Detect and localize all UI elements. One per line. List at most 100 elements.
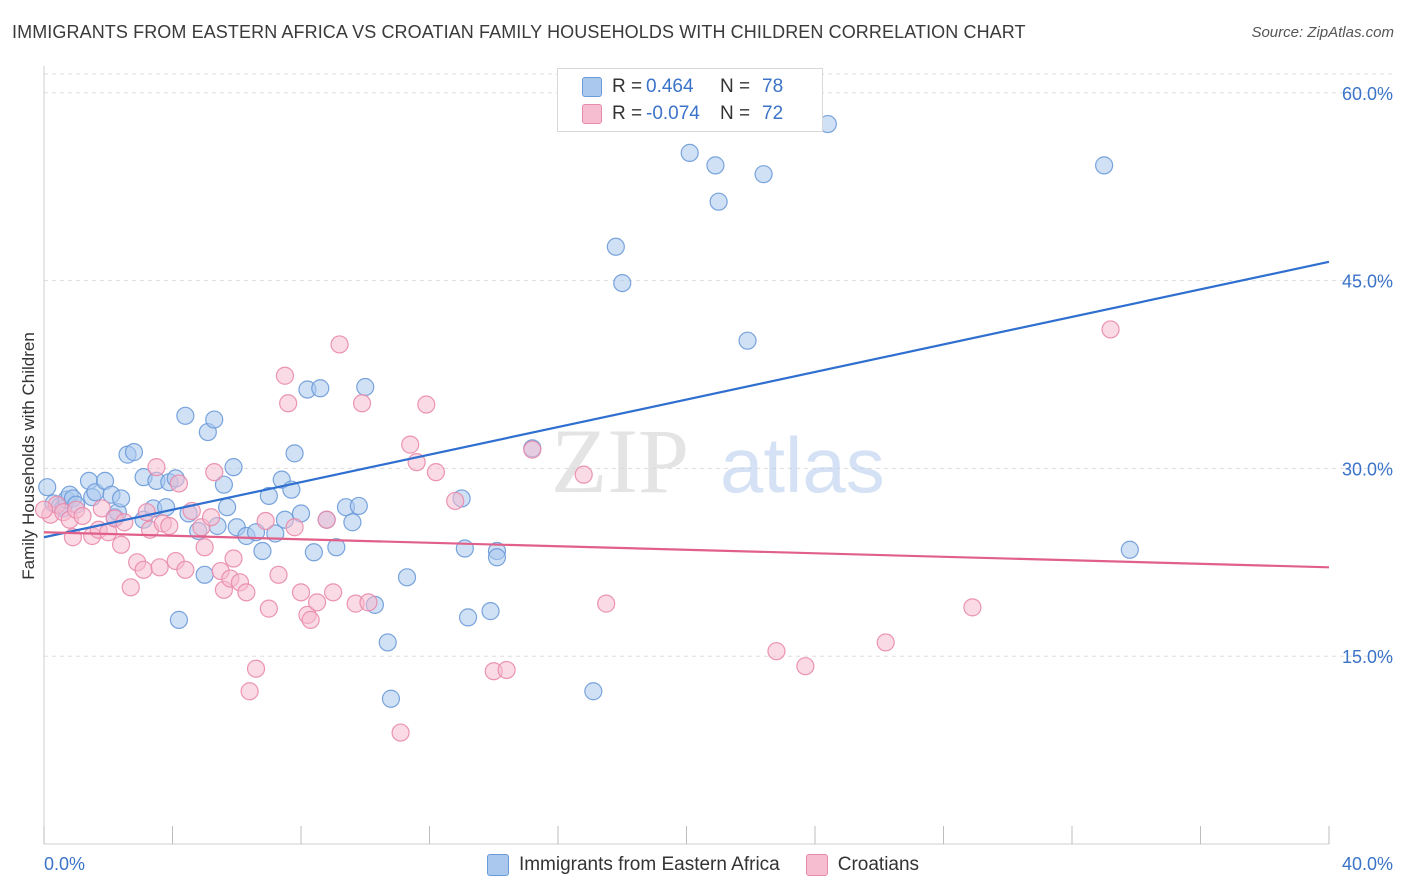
data-point	[613, 273, 632, 293]
data-point	[137, 503, 156, 522]
data-point	[214, 475, 233, 494]
data-point	[876, 633, 895, 652]
data-point	[92, 499, 111, 518]
data-point	[38, 478, 57, 497]
data-point	[1095, 156, 1114, 175]
legend-swatch-blue	[486, 854, 509, 876]
data-point	[1101, 320, 1120, 339]
data-point	[324, 583, 343, 602]
data-point	[481, 602, 500, 621]
data-point	[307, 593, 327, 612]
legend-n-value: 78	[762, 76, 784, 97]
data-point	[169, 610, 189, 629]
data-point	[176, 560, 195, 579]
legend-swatch-pink	[582, 104, 602, 124]
y-tick-label: 30.0%	[1342, 459, 1393, 479]
data-point	[497, 660, 516, 680]
data-point	[195, 538, 214, 557]
data-point	[124, 443, 144, 462]
y-tick-label: 15.0%	[1342, 647, 1393, 667]
data-point	[381, 689, 401, 708]
data-point	[391, 723, 410, 742]
data-point	[597, 594, 616, 613]
data-point	[356, 377, 375, 397]
legend-r-label: R =	[612, 103, 643, 124]
data-point	[574, 465, 593, 484]
legend-n-label: N =	[720, 103, 751, 124]
x-tick-label: 40.0%	[1342, 854, 1393, 874]
data-point	[378, 633, 397, 652]
data-point	[359, 593, 378, 612]
legend-item-croatians: Croatians	[805, 854, 920, 876]
legend-swatch-pink	[805, 854, 828, 876]
data-point	[253, 541, 272, 561]
series-croatians	[34, 320, 1120, 742]
x-tick-label: 0.0%	[44, 854, 85, 874]
trend-lines	[43, 260, 1330, 569]
data-point	[446, 491, 465, 511]
data-point	[291, 583, 311, 602]
data-point	[224, 458, 243, 477]
data-point	[458, 608, 478, 627]
data-point	[73, 506, 92, 526]
data-point	[963, 598, 982, 617]
y-tick-label: 60.0%	[1342, 84, 1393, 104]
trend-line	[43, 531, 1330, 569]
legend-row-blue: R = 0.464 N = 78	[582, 75, 783, 99]
data-point	[796, 657, 815, 676]
data-point	[269, 565, 288, 584]
legend-r-value: -0.074	[646, 103, 700, 124]
tick-labels: 15.0% 30.0% 45.0% 60.0% 0.0% 40.0%	[44, 84, 1393, 874]
correlation-legend: R = 0.464 N = 78 R = -0.074 N = 72	[557, 68, 823, 132]
data-point	[169, 474, 189, 493]
source-label: Source: ZipAtlas.com	[1251, 24, 1394, 41]
data-point	[317, 510, 336, 529]
data-point	[195, 565, 214, 584]
data-point	[201, 508, 221, 527]
chart-title: IMMIGRANTS FROM EASTERN AFRICA VS CROATI…	[12, 22, 1026, 42]
data-point	[754, 165, 773, 184]
data-point	[259, 486, 278, 506]
y-axis-label: Family Households with Children	[19, 332, 38, 580]
data-point	[330, 335, 349, 354]
data-point	[352, 394, 372, 413]
axes	[43, 66, 1330, 845]
legend-swatch-blue	[582, 77, 602, 97]
data-point	[417, 395, 436, 414]
watermark-zip: ZIP	[551, 410, 689, 512]
legend-r-value: 0.464	[646, 76, 694, 97]
data-point	[160, 516, 179, 536]
data-point	[218, 498, 237, 517]
data-point	[121, 578, 140, 597]
legend-r-label: R =	[612, 76, 643, 97]
trend-line	[43, 260, 1330, 539]
data-point	[327, 538, 346, 557]
data-point	[275, 366, 295, 385]
legend-label-croatians: Croatians	[837, 854, 920, 875]
data-point	[205, 410, 224, 429]
data-point	[401, 435, 420, 454]
data-point	[1120, 540, 1139, 559]
data-point	[301, 610, 320, 629]
legend-n-label: N =	[720, 76, 751, 97]
data-point	[523, 440, 542, 459]
legend-n-value: 72	[762, 103, 784, 124]
data-point	[256, 511, 275, 531]
y-tick-label: 45.0%	[1342, 272, 1393, 292]
legend-row-pink: R = -0.074 N = 72	[582, 102, 783, 126]
data-point	[240, 682, 259, 701]
data-point	[709, 192, 728, 211]
series-legend: Immigrants from Eastern Africa Croatians	[0, 851, 1406, 879]
data-point	[680, 143, 699, 162]
data-point	[767, 642, 786, 661]
data-point	[285, 444, 304, 463]
data-point	[285, 518, 304, 537]
data-point	[487, 548, 507, 567]
data-point	[237, 583, 256, 602]
data-point	[426, 463, 446, 482]
data-point	[176, 406, 195, 425]
watermark: ZIP atlas	[551, 410, 885, 512]
data-point	[224, 549, 243, 568]
data-point	[279, 394, 298, 413]
data-point	[111, 535, 131, 554]
